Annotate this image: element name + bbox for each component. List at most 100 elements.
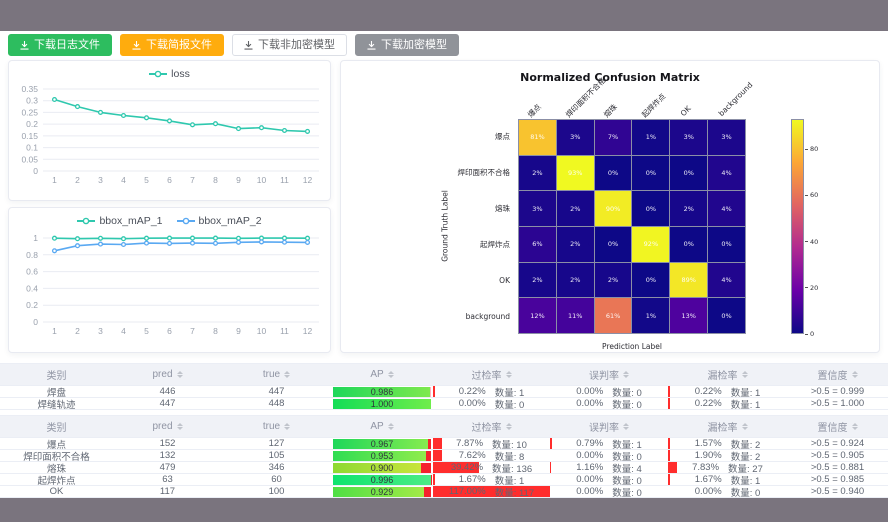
- sort-caret-icon[interactable]: [623, 420, 629, 433]
- sort-caret-icon[interactable]: [176, 420, 183, 433]
- pred-count-cell: 132: [159, 450, 176, 461]
- ap-cell: 0.929: [331, 486, 433, 497]
- class-name-cell: OK: [49, 486, 64, 497]
- class-name-cell: 爆点: [46, 439, 66, 450]
- matrix-cell: 90%: [594, 191, 632, 226]
- loss-chart-legend: loss: [9, 65, 330, 83]
- ap-cell: 1.000: [331, 398, 433, 409]
- svg-text:8: 8: [213, 326, 218, 336]
- column-header-置信度[interactable]: 置信度: [787, 364, 888, 385]
- svg-text:0.3: 0.3: [26, 96, 38, 106]
- download-icon: [20, 40, 29, 50]
- matrix-cell: 1%: [632, 120, 670, 155]
- sort-caret-icon[interactable]: [623, 368, 629, 381]
- svg-text:1: 1: [33, 233, 38, 243]
- matrix-cell: 4%: [708, 191, 745, 226]
- sort-caret-icon[interactable]: [851, 368, 858, 381]
- column-header-pred[interactable]: pred: [113, 416, 222, 437]
- column-header-pred[interactable]: pred: [113, 364, 222, 385]
- confidence-cell: >0.5 = 0.881: [810, 462, 865, 473]
- rate-text: 7.62% 数量: 8: [458, 450, 525, 461]
- button-label: 下载日志文件: [34, 39, 100, 51]
- miss-rate-cell: 1.90% 数量: 2: [668, 450, 787, 461]
- svg-text:2: 2: [75, 326, 80, 336]
- misjudge-rate-cell: 0.00% 数量: 0: [550, 386, 668, 397]
- column-header-label: AP: [370, 369, 384, 380]
- download-log-file-button[interactable]: 下载日志文件: [8, 34, 112, 56]
- column-header-漏检率[interactable]: 漏检率: [668, 364, 787, 385]
- svg-text:2: 2: [75, 175, 80, 185]
- column-header-过检率[interactable]: 过检率: [433, 364, 550, 385]
- map-chart-legend: bbox_mAP_1 bbox_mAP_2: [9, 212, 330, 230]
- column-header-误判率[interactable]: 误判率: [550, 416, 668, 437]
- sort-caret-icon[interactable]: [387, 368, 394, 381]
- matrix-cell: 3%: [670, 120, 708, 155]
- rate-text: 7.83% 数量: 27: [692, 462, 763, 473]
- column-header-true[interactable]: true: [222, 416, 331, 437]
- rate-text: 0.00% 数量: 0: [576, 398, 642, 409]
- ap-bar: [333, 438, 428, 449]
- confidence-cell: >0.5 = 1.000: [810, 398, 865, 409]
- rate-text: 117.00% 数量: 117: [448, 486, 535, 497]
- column-header-AP[interactable]: AP: [331, 416, 433, 437]
- svg-text:0.6: 0.6: [26, 267, 38, 277]
- legend-line-icon: [176, 217, 195, 225]
- ap-value: 1.000: [370, 398, 394, 409]
- matrix-cell: 2%: [519, 262, 556, 298]
- sort-caret-icon[interactable]: [284, 420, 291, 433]
- download-unencrypted-model-button[interactable]: 下载非加密模型: [232, 34, 347, 56]
- over-detect-rate-cell: 0.00% 数量: 0: [433, 398, 550, 409]
- column-header-label: 误判率: [589, 423, 619, 434]
- sort-caret-icon[interactable]: [505, 420, 512, 433]
- matrix-col-label: background: [716, 80, 755, 118]
- ap-cell: 0.996: [331, 474, 433, 485]
- class-name-cell: 焊印面积不合格: [23, 451, 90, 462]
- column-header-AP[interactable]: AP: [331, 364, 433, 385]
- miss-rate-cell: 0.00% 数量: 0: [668, 486, 787, 497]
- confidence-cell: >0.5 = 0.924: [810, 438, 865, 449]
- rate-bar: [433, 438, 443, 449]
- column-header-置信度[interactable]: 置信度: [787, 416, 888, 437]
- rate-text: 0.00% 数量: 0: [576, 386, 642, 397]
- true-count-cell: 346: [268, 462, 285, 473]
- matrix-cell: 2%: [519, 155, 556, 191]
- svg-text:6: 6: [167, 326, 172, 336]
- ap-bar: [333, 486, 425, 497]
- download-report-file-button[interactable]: 下载简报文件: [120, 34, 224, 56]
- svg-text:10: 10: [257, 326, 267, 336]
- column-header-true[interactable]: true: [222, 364, 331, 385]
- column-header-漏检率[interactable]: 漏检率: [668, 416, 787, 437]
- ap-remainder-bar: [421, 462, 431, 473]
- rate-text: 1.57% 数量: 2: [694, 438, 761, 449]
- column-header-过检率[interactable]: 过检率: [433, 416, 550, 437]
- matrix-col-label: 熔珠: [601, 102, 619, 120]
- legend-item-loss[interactable]: loss: [149, 68, 190, 80]
- ap-bar: [333, 462, 422, 473]
- matrix-cell: 93%: [556, 155, 594, 191]
- sort-caret-icon[interactable]: [284, 368, 291, 381]
- true-count-cell: 447: [268, 386, 285, 397]
- download-encrypted-model-button[interactable]: 下载加密模型: [355, 34, 459, 56]
- legend-item-bbox_mAP_1[interactable]: bbox_mAP_1: [77, 215, 163, 227]
- ap-cell: 0.953: [331, 450, 433, 461]
- true-count-cell: 60: [271, 474, 282, 485]
- column-header-误判率[interactable]: 误判率: [550, 364, 668, 385]
- sort-caret-icon[interactable]: [741, 420, 748, 433]
- rate-text: 1.67% 数量: 1: [458, 474, 525, 485]
- table-row: 爆点 152 127 0.967 7.87% 数量: 10 0.79% 数量: 1 1.57% 数…: [0, 438, 888, 450]
- rate-text: 0.00% 数量: 0: [694, 486, 761, 497]
- loss-chart: 0 0.05 0.1 0.15 0.2 0.25 0.3 0.35 1 2 3 4 5 6 7 8 9 10 11 1…: [13, 83, 330, 200]
- button-label: 下载非加密模型: [258, 39, 335, 51]
- sort-caret-icon[interactable]: [505, 368, 512, 381]
- over-detect-rate-cell: 117.00% 数量: 117: [433, 486, 550, 497]
- sort-caret-icon[interactable]: [741, 368, 748, 381]
- map-chart: 0 0.2 0.4 0.6 0.8 1 1 2 3 4 5 6 7 8 9 10 11 12: [13, 230, 330, 351]
- column-header-label: pred: [152, 369, 173, 380]
- legend-item-bbox_mAP_2[interactable]: bbox_mAP_2: [176, 215, 262, 227]
- rate-bar: [668, 450, 671, 461]
- ap-remainder-bar: [429, 386, 431, 397]
- svg-text:7: 7: [190, 175, 195, 185]
- sort-caret-icon[interactable]: [387, 420, 394, 433]
- sort-caret-icon[interactable]: [176, 368, 183, 381]
- sort-caret-icon[interactable]: [851, 420, 858, 433]
